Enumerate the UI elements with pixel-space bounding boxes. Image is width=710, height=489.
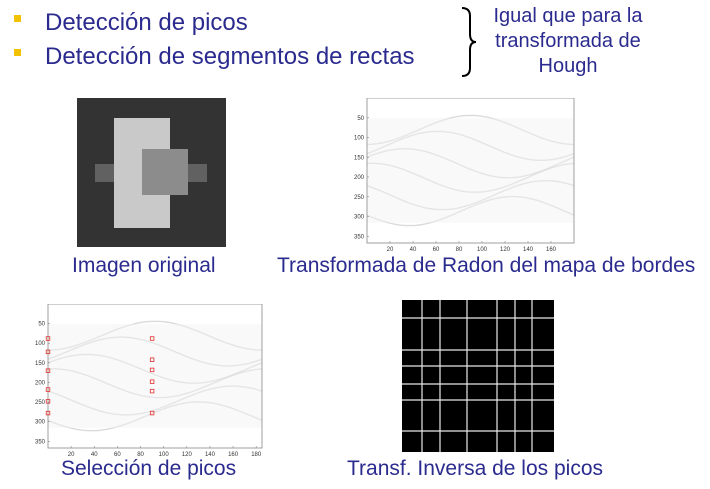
y-tick-label: 150 [35,361,46,367]
radon-frame [366,98,575,244]
inverse-background [402,300,554,452]
sinogram-curve [366,114,575,146]
x-tick-label: 180 [251,452,262,458]
x-tick-label: 120 [182,452,193,458]
sinogram-curve [47,401,263,432]
x-tick-label: 140 [205,452,216,458]
peaks-sinogram [47,320,263,432]
peak-marker [45,349,51,355]
y-tick-label: 350 [354,234,365,240]
side-note-line: transformada de [495,30,641,52]
y-tick-label: 100 [35,341,46,347]
sinogram-band [367,118,574,223]
original-center-rect [142,149,188,195]
sinogram-curve [366,162,575,193]
sinogram-curve [47,320,263,351]
caption-original: Imagen original [72,254,216,277]
peak-marker [45,387,51,392]
sinogram-curve [47,336,263,367]
y-tick-label: 150 [354,155,365,161]
peak-markers [45,336,155,416]
bullet-marker-icon [14,48,21,56]
y-tick-label: 200 [35,380,46,386]
side-note: Igual que para la transformada de Hough [478,4,658,79]
x-tick-label: 100 [159,452,170,458]
sinogram-curve [366,180,575,211]
y-tick-label: 350 [35,439,46,445]
y-tick-label: 300 [35,420,46,426]
y-tick-label: 200 [354,175,365,181]
peak-marker [149,410,155,416]
x-tick-label: 40 [410,247,417,253]
x-tick-label: 160 [228,452,239,458]
y-tick-label: 50 [357,116,364,122]
x-tick-label: 140 [523,247,534,253]
sinogram-curve [366,130,575,161]
x-tick-label: 120 [500,247,511,253]
y-tick-label: 250 [35,400,46,406]
radon-plot: 20 40 60 80 100 120 140 160 50 100 150 200 250 300 35… [354,98,575,253]
bullet-list: Detección de picos Detección de segmento… [14,6,415,74]
x-tick-label: 20 [387,247,394,253]
bullet-item: Detección de picos [14,6,415,40]
peak-marker [45,336,51,341]
sinogram-curve [47,385,263,416]
x-tick-label: 160 [546,247,557,253]
side-note-line: Hough [538,55,598,77]
sinogram-curve [366,195,575,227]
peak-marker [149,367,155,373]
side-note-line: Igual que para la [493,5,643,27]
peaks-frame [47,304,263,449]
inverse-transform-image [402,300,554,452]
y-tick-label: 300 [354,215,365,221]
bullet-item: Detección de segmentos de rectas [14,40,415,74]
peak-marker [45,410,51,416]
peaks-x-ticks: 20 40 60 80 100 120 140 160 180 [68,446,262,458]
radon-y-ticks: 50 100 150 200 250 300 350 [354,116,369,240]
x-tick-label: 40 [91,452,98,458]
sinogram-band [48,324,262,428]
x-tick-label: 20 [68,452,75,458]
peak-marker [45,368,51,373]
y-tick-label: 250 [354,195,365,201]
y-tick-label: 100 [354,136,365,142]
original-image [77,98,226,247]
x-tick-label: 80 [456,247,463,253]
x-tick-label: 100 [477,247,488,253]
y-tick-label: 50 [38,322,45,328]
peaks-plot: 20 40 60 80 100 120 140 160 180 50 100 150 200 250 30… [35,304,263,458]
bullet-text: Detección de segmentos de rectas [45,43,415,70]
radon-sinogram [366,114,575,227]
peak-marker [149,336,155,341]
caption-peaks: Selección de picos [61,457,237,480]
caption-radon: Transformada de Radon del mapa de bordes [277,254,696,277]
curly-brace-icon [461,7,477,77]
bullet-marker-icon [14,14,21,22]
x-tick-label: 80 [137,452,144,458]
peak-marker [149,379,155,384]
peak-marker [149,357,155,362]
x-tick-label: 60 [433,247,440,253]
bullet-text: Detección de picos [45,9,248,36]
peak-marker [45,399,51,404]
radon-x-ticks: 20 40 60 80 100 120 140 160 [387,241,557,253]
x-tick-label: 60 [114,452,121,458]
sinogram-curve [47,368,263,399]
peak-marker [149,388,155,394]
peaks-y-ticks: 50 100 150 200 250 300 350 [35,322,50,445]
caption-inverse: Transf. Inversa de los picos [347,457,603,480]
